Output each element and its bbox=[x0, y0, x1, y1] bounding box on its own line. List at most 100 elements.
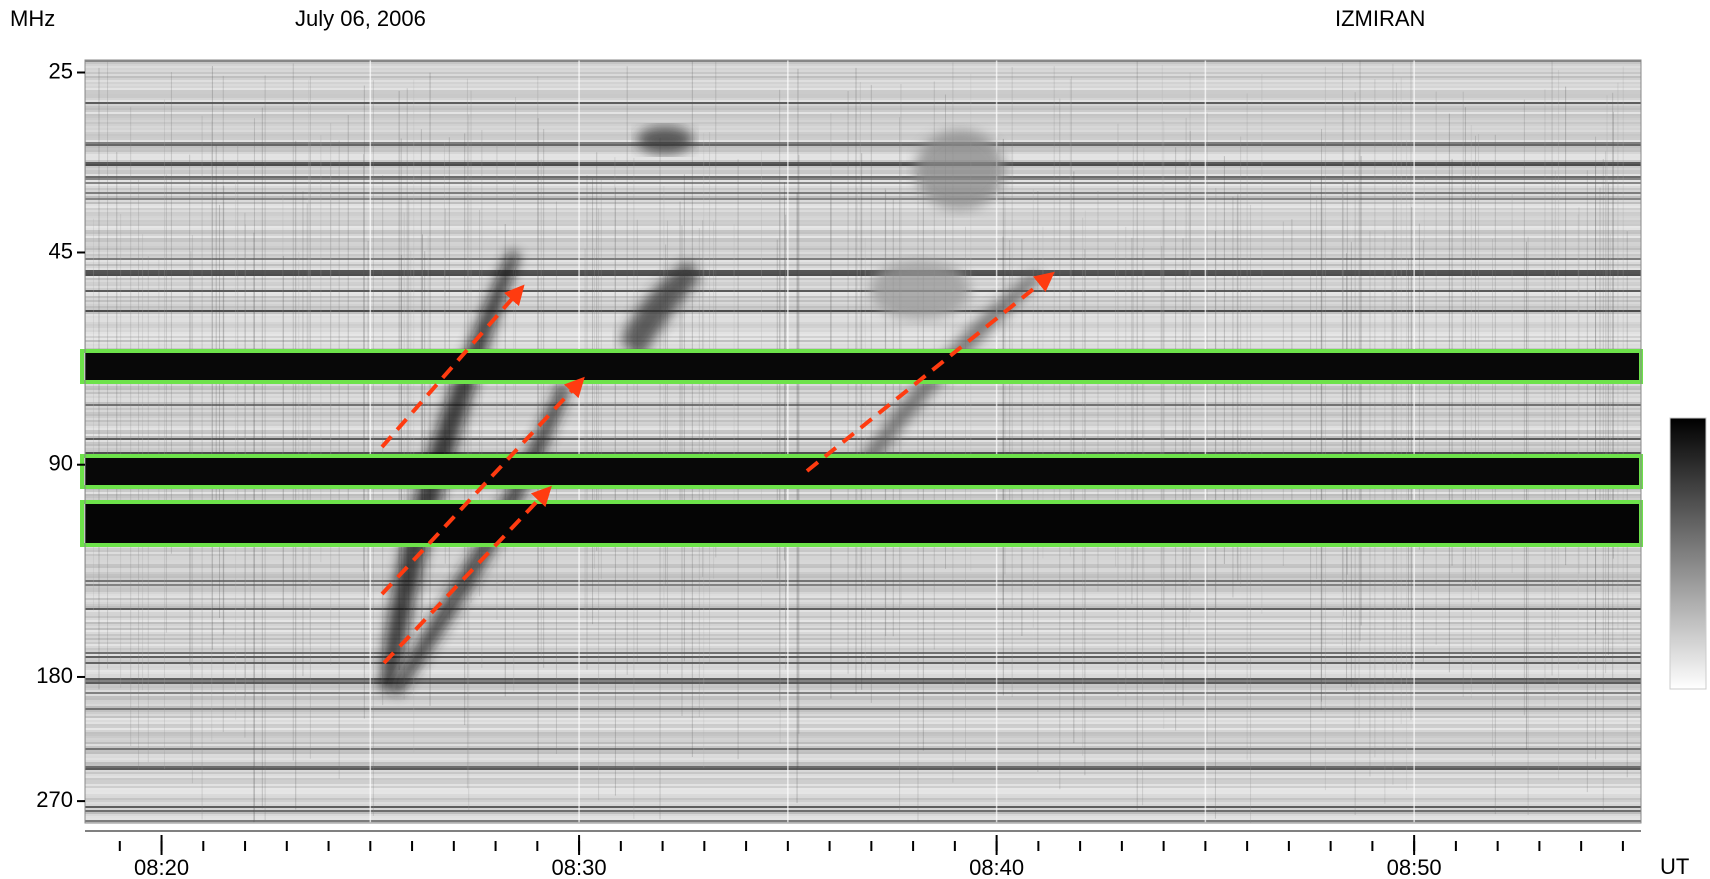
spectral-row bbox=[85, 334, 1641, 336]
spectral-row bbox=[85, 108, 1641, 110]
y-unit-label: MHz bbox=[10, 6, 55, 31]
spectral-row bbox=[85, 198, 1641, 200]
x-unit-label: UT bbox=[1660, 854, 1689, 879]
spectral-row bbox=[85, 132, 1641, 134]
x-tick-label: 08:20 bbox=[134, 855, 189, 879]
y-tick-label: 25 bbox=[49, 58, 73, 83]
spectral-row bbox=[85, 562, 1641, 564]
spectral-row bbox=[85, 416, 1641, 418]
spectral-row bbox=[85, 432, 1641, 434]
spectral-row bbox=[85, 170, 1641, 172]
spectral-row bbox=[85, 698, 1641, 700]
spectral-row bbox=[85, 774, 1641, 776]
spectral-row bbox=[85, 290, 1641, 292]
spectral-row bbox=[85, 254, 1641, 256]
spectral-row bbox=[85, 626, 1641, 628]
spectral-row bbox=[85, 146, 1641, 148]
spectral-row bbox=[85, 322, 1641, 324]
spectral-row bbox=[85, 748, 1641, 750]
spectral-row bbox=[85, 668, 1641, 670]
spectral-row bbox=[85, 648, 1641, 650]
spectral-row bbox=[85, 262, 1641, 264]
spectral-row bbox=[85, 390, 1641, 392]
spectral-row bbox=[85, 762, 1641, 764]
y-tick-label: 180 bbox=[36, 663, 73, 688]
spectral-row bbox=[85, 806, 1641, 808]
spectral-row bbox=[85, 738, 1641, 740]
spectral-row bbox=[85, 192, 1641, 194]
spectral-row bbox=[85, 624, 1641, 626]
spectral-row bbox=[85, 630, 1641, 632]
spectral-row bbox=[85, 300, 1641, 302]
spectral-row bbox=[85, 144, 1641, 146]
spectral-row bbox=[85, 440, 1641, 442]
spectral-row bbox=[85, 708, 1641, 710]
spectral-row bbox=[85, 188, 1641, 190]
spectral-row bbox=[85, 182, 1641, 184]
spectral-row bbox=[85, 820, 1641, 822]
spectral-row bbox=[85, 752, 1641, 754]
spectral-row bbox=[85, 200, 1641, 202]
spectral-row bbox=[85, 106, 1641, 108]
spectral-row bbox=[85, 314, 1641, 316]
spectral-row bbox=[85, 310, 1641, 312]
spectral-row bbox=[85, 210, 1641, 212]
spectral-row bbox=[85, 292, 1641, 294]
spectral-row bbox=[85, 560, 1641, 562]
spectral-row bbox=[85, 572, 1641, 574]
spectral-row bbox=[85, 678, 1641, 680]
spectral-row bbox=[85, 404, 1641, 406]
spectral-row bbox=[85, 226, 1641, 228]
spectral-row bbox=[85, 788, 1641, 790]
spectral-row bbox=[85, 72, 1641, 74]
spectral-row bbox=[85, 636, 1641, 638]
spectral-row bbox=[85, 240, 1641, 242]
y-tick-label: 90 bbox=[49, 451, 73, 476]
spectral-row bbox=[85, 252, 1641, 254]
spectral-row bbox=[85, 168, 1641, 170]
spectral-row bbox=[85, 680, 1641, 682]
spectral-row bbox=[85, 592, 1641, 594]
spectral-row bbox=[85, 284, 1641, 286]
spectral-row bbox=[85, 318, 1641, 320]
spectral-row bbox=[85, 76, 1641, 78]
spectral-row bbox=[85, 282, 1641, 284]
spectral-row bbox=[85, 114, 1641, 116]
spectral-row bbox=[85, 220, 1641, 222]
spectral-row bbox=[85, 644, 1641, 646]
spectral-row bbox=[85, 620, 1641, 622]
spectral-row bbox=[85, 628, 1641, 630]
spectral-row bbox=[85, 720, 1641, 722]
spectral-row bbox=[85, 178, 1641, 180]
spectral-row bbox=[85, 154, 1641, 156]
spectral-row bbox=[85, 306, 1641, 308]
spectral-row bbox=[85, 778, 1641, 780]
spectral-row bbox=[85, 600, 1641, 602]
spectral-row bbox=[85, 418, 1641, 420]
spectral-row bbox=[85, 184, 1641, 186]
spectral-row bbox=[85, 174, 1641, 176]
spectral-row bbox=[85, 204, 1641, 206]
spectral-row bbox=[85, 396, 1641, 398]
spectral-row bbox=[85, 660, 1641, 662]
spectral-row bbox=[85, 790, 1641, 792]
spectral-row bbox=[85, 110, 1641, 112]
spectral-row bbox=[85, 166, 1641, 168]
spectral-row bbox=[85, 298, 1641, 300]
spectral-row bbox=[85, 60, 1641, 62]
spectral-row bbox=[85, 84, 1641, 86]
spectral-row bbox=[85, 308, 1641, 310]
spectral-row bbox=[85, 780, 1641, 782]
spectral-row bbox=[85, 442, 1641, 444]
spectral-row bbox=[85, 274, 1641, 276]
axes: 25 45 90 180 270 08:20 08:30 08:40 08:50 bbox=[36, 58, 1641, 879]
spectral-row bbox=[85, 558, 1641, 560]
spectral-row bbox=[85, 574, 1641, 576]
spectral-row bbox=[85, 672, 1641, 674]
spectral-row bbox=[85, 712, 1641, 714]
spectral-row bbox=[85, 710, 1641, 712]
spectral-row bbox=[85, 136, 1641, 138]
spectral-row bbox=[85, 586, 1641, 588]
spectral-row bbox=[85, 384, 1641, 386]
spectral-row bbox=[85, 740, 1641, 742]
